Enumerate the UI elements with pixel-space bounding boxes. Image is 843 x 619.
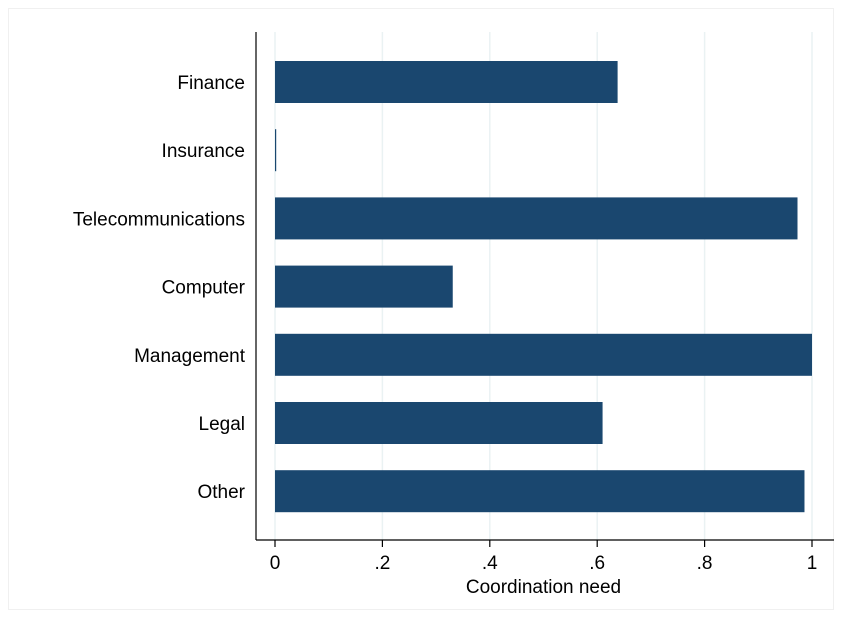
x-axis-title: Coordination need [466,577,621,598]
x-tick-label: .6 [589,553,605,574]
x-tick-label: .4 [482,553,498,574]
y-tick-label: Finance [177,73,245,94]
x-tick-label: .8 [697,553,713,574]
chart-frame [8,8,834,610]
bar-legal [275,402,603,444]
bar-finance [275,61,618,103]
y-tick-label: Legal [199,414,246,435]
y-tick-label: Other [197,482,245,503]
bar-insurance [275,129,277,172]
bar-other [275,470,805,513]
axes [255,32,834,541]
bar-management [275,333,812,376]
gridlines [274,32,813,540]
y-tick-label: Insurance [162,141,245,162]
x-tick-label: .2 [374,553,390,574]
y-tick-labels: Finance Insurance Telecommunications Comput… [73,73,246,503]
y-tick-label: Telecommunications [73,209,245,230]
x-tick-label: 1 [807,553,818,574]
y-tick-label: Management [134,346,246,367]
bar-telecommunications [275,197,798,240]
x-tick-label: 0 [270,553,281,574]
bar-computer [275,265,453,308]
x-ticks: 0 .2 .4 .6 .8 1 [270,540,818,574]
bars [275,61,812,513]
y-tick-label: Computer [162,278,246,299]
